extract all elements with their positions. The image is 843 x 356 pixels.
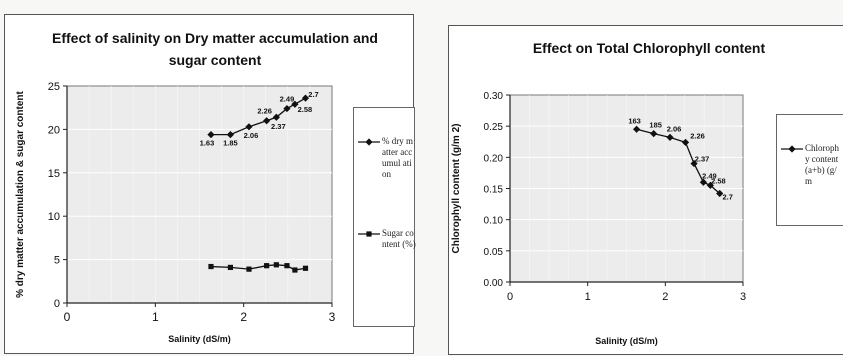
y-tick-label: 0	[54, 298, 60, 310]
data-point	[246, 266, 252, 272]
legend-item: Sugar content (%)	[358, 228, 416, 288]
y-tick-label: 5	[54, 255, 60, 267]
x-tick-label: 3	[740, 291, 746, 303]
legend-label: Sugar content (%)	[382, 228, 416, 249]
x-tick-label: 1	[585, 291, 591, 303]
data-label: 2.58	[298, 105, 313, 114]
data-label: 163	[628, 116, 641, 125]
data-label: 1.63	[200, 139, 215, 148]
data-label: 2.49	[280, 95, 295, 104]
data-point	[208, 263, 214, 270]
data-point	[681, 138, 690, 146]
y-tick-label: 20	[48, 124, 60, 136]
x-axis-label: Salinity (dS/m)	[168, 334, 231, 344]
data-point	[301, 94, 310, 102]
data-point	[207, 131, 215, 139]
data-point	[292, 267, 298, 273]
data-point	[284, 263, 290, 269]
chart-plot-chlorophyll: 0.00 0.05 0.10 0.15 0.20 0.25 0.30 0 1 2 3 Salinity…	[451, 91, 746, 346]
data-point	[263, 117, 271, 125]
legend-marker	[358, 138, 380, 146]
chart-legend: % dry matter accumul ation Sugar content …	[353, 107, 416, 327]
x-tick-label: 1	[152, 310, 159, 324]
data-point	[283, 104, 291, 113]
y-tick-label: 0.05	[484, 247, 504, 258]
y-tick-label: 0.10	[484, 216, 504, 227]
data-point	[706, 181, 714, 189]
legend-symbol	[365, 138, 373, 146]
data-point	[272, 113, 280, 121]
data-label: 2.49	[702, 171, 717, 180]
x-tick-label: 0	[507, 291, 513, 303]
data-point	[245, 123, 253, 131]
data-point	[716, 189, 724, 198]
data-label: 2.7	[722, 192, 732, 201]
data-label: 2.37	[271, 122, 286, 131]
y-axis-label: Chlorophyll content (g/m 2)	[451, 124, 462, 254]
data-point	[226, 131, 235, 139]
y-tick-label: 0.00	[484, 278, 504, 289]
x-tick-label: 3	[329, 310, 336, 324]
data-label: 1.85	[223, 139, 238, 148]
y-axis-label: % dry matter accumulation & sugar conten…	[15, 90, 26, 297]
data-label: 2.7	[308, 90, 318, 99]
y-tick-label: 25	[48, 81, 60, 93]
legend-label: Chlorophy content (a+b) (g/m	[805, 143, 840, 186]
data-label: 2.58	[711, 176, 726, 185]
data-point	[273, 262, 279, 268]
data-point	[227, 264, 234, 271]
y-tick-label: 0.15	[484, 185, 504, 196]
chart-title: Effect of salinity on Dry matter accumul…	[52, 30, 378, 68]
data-point	[264, 263, 270, 269]
chart-panel-dry-matter: Effect of salinity on Dry matter accumul…	[4, 14, 416, 354]
x-tick-label: 2	[662, 291, 668, 303]
legend-item: % dry matter accumul ation	[358, 136, 413, 196]
y-tick-label: 0.30	[484, 91, 504, 102]
data-label: 2.37	[695, 155, 710, 164]
legend-symbol	[366, 231, 372, 237]
data-label: 2.26	[257, 107, 272, 116]
data-point	[632, 125, 641, 133]
y-tick-label: 10	[48, 211, 60, 223]
y-tick-label: 15	[48, 168, 60, 180]
legend-marker	[781, 145, 803, 153]
legend-marker	[358, 231, 380, 237]
legend-label: % dry matter accumul ation	[382, 136, 413, 179]
data-point	[699, 178, 707, 186]
data-label: 2.06	[244, 131, 259, 140]
y-tick-label: 0.20	[484, 153, 504, 164]
data-point	[302, 265, 309, 271]
x-tick-label: 0	[64, 310, 71, 324]
data-point	[690, 159, 698, 168]
data-point	[666, 133, 674, 141]
y-tick-label: 0.25	[484, 122, 504, 133]
chart-legend: Chlorophy content (a+b) (g/m	[776, 114, 843, 226]
data-label: 2.06	[667, 124, 682, 133]
x-axis-label: Salinity (dS/m)	[595, 336, 658, 346]
legend-item: Chlorophy content (a+b) (g/m	[781, 143, 843, 203]
data-point	[291, 100, 299, 108]
data-label: 185	[649, 121, 662, 130]
x-tick-label: 2	[240, 310, 247, 324]
data-label: 2.26	[690, 131, 705, 140]
chart-plot-dry-matter: 0 5 10 15 20 25 0 1 2 3 Salinity (dS/m) % dry matte…	[15, 81, 336, 344]
chart-title: Effect on Total Chlorophyll content	[532, 40, 766, 56]
legend-symbol	[788, 145, 796, 153]
chart-panel-chlorophyll: Effect on Total Chlorophyll content 0.00…	[448, 25, 843, 355]
